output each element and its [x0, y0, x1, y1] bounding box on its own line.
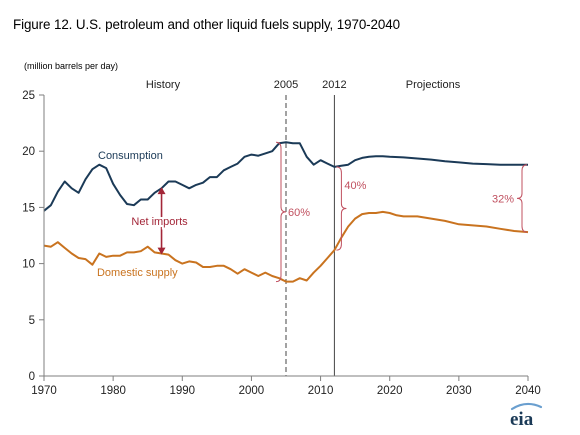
y-tick-label: 20 [22, 146, 35, 158]
y-axis-units-label: (million barrels per day) [24, 61, 119, 71]
history-label: History [146, 79, 181, 91]
chart-title: Figure 12. U.S. petroleum and other liqu… [13, 17, 400, 32]
reference-label-2005: 2005 [274, 79, 298, 91]
net-imports-arrow-down-head [157, 247, 166, 255]
domestic-supply-label: Domestic supply [97, 267, 178, 279]
bracket-60% [275, 141, 287, 283]
reference-lines: 2005 2012 History Projections [146, 79, 461, 376]
x-tick-label: 2010 [308, 385, 334, 397]
eia-logo: eia [510, 402, 543, 428]
consumption-line [43, 141, 528, 212]
x-tick-label: 2030 [446, 385, 472, 397]
y-tick-label: 5 [29, 315, 35, 327]
x-tick-label: 1990 [169, 385, 195, 397]
x-tick-label: 2000 [239, 385, 265, 397]
y-tick-label: 0 [29, 371, 35, 383]
y-tick-label: 15 [22, 202, 35, 214]
x-tick-label: 1980 [100, 385, 126, 397]
annotations: Consumption Domestic supply Net imports 60%… [97, 141, 528, 283]
domestic-supply-line [43, 210, 529, 283]
percent-label: 40% [344, 180, 366, 192]
bracket-32% [516, 164, 528, 233]
percent-label: 32% [492, 193, 514, 205]
y-tick-label: 10 [22, 259, 35, 271]
eia-logo-text: eia [510, 409, 534, 428]
x-tick-label: 2020 [377, 385, 403, 397]
y-tick-label: 25 [22, 90, 35, 102]
reference-label-2012: 2012 [322, 79, 346, 91]
x-tick-label: 2040 [515, 385, 541, 397]
axes [43, 95, 528, 377]
y-axis-ticks: 0 5 10 15 20 25 [22, 90, 44, 383]
percent-label: 60% [288, 207, 310, 219]
net-imports-arrow-up-head [157, 187, 166, 195]
bracket-40% [336, 166, 347, 251]
net-imports-label: Net imports [131, 216, 188, 228]
x-axis-ticks: 1970 1980 1990 2000 2010 2020 2030 2040 [31, 376, 541, 397]
series-lines [43, 141, 529, 283]
consumption-label: Consumption [98, 150, 163, 162]
projections-label: Projections [406, 79, 461, 91]
x-tick-label: 1970 [31, 385, 57, 397]
